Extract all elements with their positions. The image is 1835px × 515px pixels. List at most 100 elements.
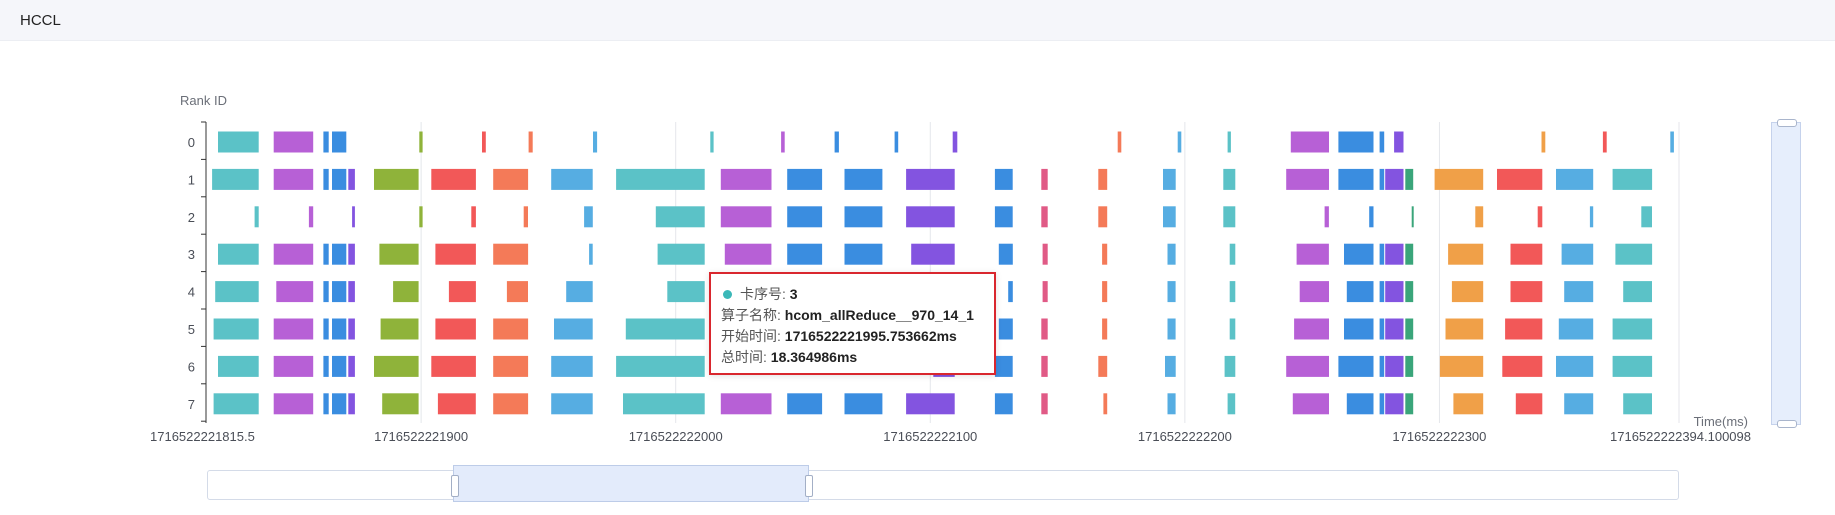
task-bar[interactable] (348, 281, 355, 303)
task-bar[interactable] (1497, 168, 1543, 190)
task-bar[interactable] (348, 243, 355, 265)
task-bar[interactable] (998, 318, 1013, 340)
task-bar[interactable] (1623, 281, 1652, 303)
task-bar[interactable] (1385, 393, 1404, 415)
task-bar[interactable] (844, 168, 883, 190)
task-bar[interactable] (1346, 393, 1374, 415)
task-bar[interactable] (1338, 131, 1374, 153)
task-bar[interactable] (1385, 281, 1404, 303)
task-bar[interactable] (332, 168, 347, 190)
task-bar[interactable] (994, 393, 1013, 415)
task-bar[interactable] (998, 243, 1013, 265)
task-bar[interactable] (332, 281, 347, 303)
task-bar[interactable] (1167, 281, 1176, 303)
task-bar[interactable] (431, 168, 476, 190)
task-bar[interactable] (273, 131, 314, 153)
vertical-zoom-handle-bottom[interactable] (1777, 420, 1797, 428)
task-bar[interactable] (379, 243, 419, 265)
task-bar[interactable] (1229, 243, 1236, 265)
task-bar[interactable] (419, 131, 423, 153)
task-bar[interactable] (1102, 281, 1108, 303)
task-bar[interactable] (1602, 131, 1607, 153)
task-bar[interactable] (1163, 206, 1176, 228)
task-bar[interactable] (625, 318, 705, 340)
task-bar[interactable] (1405, 318, 1414, 340)
task-bar[interactable] (994, 355, 1013, 377)
task-bar[interactable] (1167, 318, 1176, 340)
task-bar[interactable] (1041, 393, 1048, 415)
task-bar[interactable] (213, 393, 259, 415)
task-bar[interactable] (554, 318, 593, 340)
task-bar[interactable] (781, 131, 785, 153)
vertical-zoom-handle-top[interactable] (1777, 119, 1797, 127)
task-bar[interactable] (1177, 131, 1182, 153)
task-bar[interactable] (1098, 168, 1108, 190)
task-bar[interactable] (787, 243, 823, 265)
task-bar[interactable] (1379, 393, 1385, 415)
task-bar[interactable] (1041, 355, 1048, 377)
task-bar[interactable] (844, 206, 883, 228)
task-bar[interactable] (994, 168, 1013, 190)
task-bar[interactable] (1623, 393, 1652, 415)
task-bar[interactable] (1445, 318, 1484, 340)
task-bar[interactable] (1102, 243, 1108, 265)
task-bar[interactable] (348, 393, 355, 415)
task-bar[interactable] (1510, 281, 1543, 303)
task-bar[interactable] (215, 281, 259, 303)
task-bar[interactable] (374, 168, 419, 190)
task-bar[interactable] (1338, 168, 1374, 190)
task-bar[interactable] (1041, 318, 1048, 340)
horizontal-zoom-handle-right[interactable] (805, 475, 813, 497)
task-bar[interactable] (584, 206, 593, 228)
task-bar[interactable] (1379, 281, 1385, 303)
task-bar[interactable] (1439, 355, 1484, 377)
task-bar[interactable] (1098, 355, 1108, 377)
task-bar[interactable] (1541, 131, 1546, 153)
task-bar[interactable] (1344, 318, 1374, 340)
task-bar[interactable] (1537, 206, 1543, 228)
task-bar[interactable] (332, 393, 347, 415)
task-bar[interactable] (1008, 281, 1013, 303)
task-bar[interactable] (1165, 355, 1176, 377)
task-bar[interactable] (911, 243, 955, 265)
task-bar[interactable] (1405, 243, 1414, 265)
task-bar[interactable] (1612, 318, 1653, 340)
task-bar[interactable] (1379, 168, 1385, 190)
task-bar[interactable] (1556, 355, 1594, 377)
task-bar[interactable] (1564, 281, 1594, 303)
task-bar[interactable] (1041, 206, 1048, 228)
task-bar[interactable] (273, 318, 314, 340)
task-bar[interactable] (1502, 355, 1543, 377)
task-bar[interactable] (1505, 318, 1543, 340)
task-bar[interactable] (506, 281, 528, 303)
task-bar[interactable] (273, 355, 314, 377)
task-bar[interactable] (720, 168, 772, 190)
task-bar[interactable] (348, 355, 355, 377)
task-bar[interactable] (1411, 206, 1414, 228)
task-bar[interactable] (332, 318, 347, 340)
task-bar[interactable] (1641, 206, 1652, 228)
task-bar[interactable] (1405, 355, 1414, 377)
task-bar[interactable] (551, 393, 593, 415)
task-bar[interactable] (419, 206, 423, 228)
task-bar[interactable] (1385, 318, 1404, 340)
task-bar[interactable] (435, 243, 476, 265)
task-bar[interactable] (593, 131, 598, 153)
task-bar[interactable] (374, 355, 419, 377)
task-bar[interactable] (1394, 131, 1404, 153)
task-bar[interactable] (994, 206, 1013, 228)
task-bar[interactable] (906, 168, 955, 190)
task-bar[interactable] (493, 393, 529, 415)
task-bar[interactable] (724, 243, 772, 265)
task-bar[interactable] (844, 243, 883, 265)
task-bar[interactable] (273, 168, 314, 190)
task-bar[interactable] (1338, 355, 1374, 377)
task-bar[interactable] (1227, 131, 1231, 153)
task-bar[interactable] (1167, 393, 1176, 415)
task-bar[interactable] (1286, 355, 1329, 377)
task-bar[interactable] (1103, 393, 1108, 415)
horizontal-zoom-handle-left[interactable] (451, 475, 459, 497)
task-bar[interactable] (382, 393, 419, 415)
horizontal-zoom-track[interactable] (207, 470, 1679, 500)
task-bar[interactable] (1379, 355, 1385, 377)
